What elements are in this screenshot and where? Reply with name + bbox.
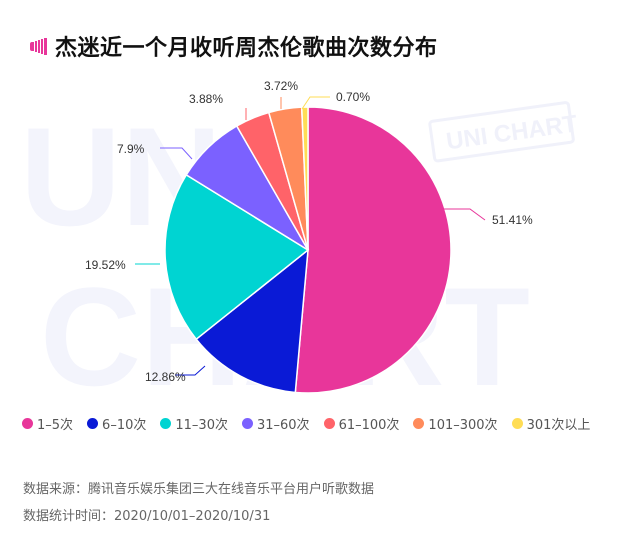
label-leader-line: [175, 365, 206, 376]
speaker-bars-icon: [30, 37, 47, 55]
label-leader-line: [160, 147, 193, 160]
chart-legend: 1–5次 6–10次 11–30次 31–60次 61–100次 101–300次 301次…: [22, 414, 604, 433]
slice-value-label: 3.88%: [189, 92, 223, 106]
legend-dot-icon: [323, 418, 335, 429]
slice-value-label: 12.86%: [145, 370, 186, 384]
chart-title: 杰迷近一个月收听周杰伦歌曲次数分布: [55, 36, 438, 61]
legend-item[interactable]: 101–300次: [413, 414, 498, 433]
slice-value-label: 19.52%: [85, 258, 126, 272]
legend-dot-icon: [160, 418, 172, 429]
legend-item[interactable]: 61–100次: [323, 414, 400, 433]
label-leader-line: [440, 208, 486, 221]
legend-dot-icon: [22, 418, 33, 429]
pie-labels: 51.41% 12.86% 19.52% 7.9% 3.88% 3.72% 0.70%: [85, 79, 533, 384]
legend-dot-icon: [511, 418, 523, 429]
pie-slice: [300, 106, 309, 251]
slice-value-label: 0.70%: [336, 90, 370, 104]
legend-label: 11–30次: [175, 418, 228, 433]
legend-label: 101–300次: [428, 418, 498, 433]
legend-dot-icon: [413, 418, 425, 429]
chart-header: 杰迷近一个月收听周杰伦歌曲次数分布: [30, 30, 438, 62]
legend-label: 301次以上: [526, 418, 591, 433]
watermark-stamp: UNI CHART: [428, 101, 579, 163]
pie-slice: [294, 106, 452, 394]
legend-item[interactable]: 301次以上: [511, 414, 591, 433]
slice-value-label: 3.72%: [264, 79, 298, 93]
pie-chart: UNI CHART UNI CHART 51.41%12.86%19.52%7.…: [20, 79, 579, 400]
slice-value-label: 51.41%: [492, 213, 533, 227]
slice-value-label: 7.9%: [117, 142, 145, 156]
legend-label: 61–100次: [338, 418, 400, 433]
legend-dot-icon: [87, 418, 99, 429]
legend-label: 6–10次: [102, 418, 147, 433]
data-period: 数据统计时间：2020/10/01–2020/10/31: [23, 509, 271, 524]
legend-item[interactable]: 11–30次: [160, 414, 228, 433]
legend-item[interactable]: 31–60次: [241, 414, 310, 433]
legend-dot-icon: [241, 418, 253, 429]
legend-label: 1–5次: [37, 418, 74, 433]
pie-slices: [164, 106, 452, 394]
legend-item[interactable]: 1–5次: [22, 414, 73, 433]
data-source: 数据来源：腾讯音乐娱乐集团三大在线音乐平台用户听歌数据: [23, 482, 375, 497]
legend-label: 31–60次: [256, 418, 310, 433]
legend-item[interactable]: 6–10次: [87, 414, 146, 433]
pie-slice: [164, 173, 310, 341]
pie-slice: [195, 248, 309, 394]
label-leader-line: [301, 96, 330, 110]
